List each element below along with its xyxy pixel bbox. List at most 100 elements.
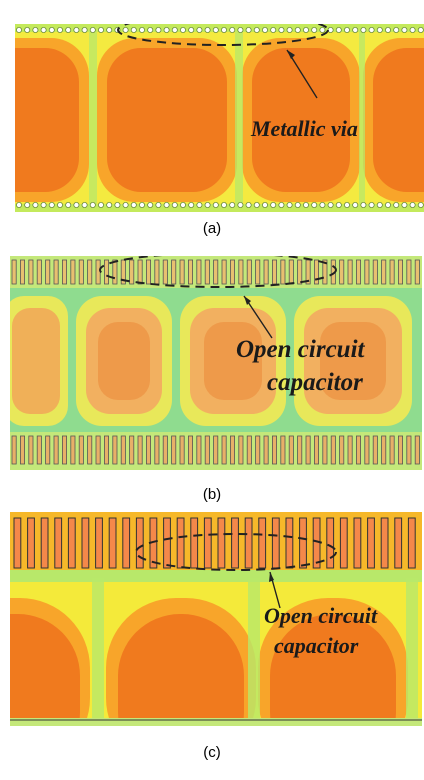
capacitor-finger bbox=[112, 259, 118, 285]
metallic-via bbox=[409, 27, 416, 33]
capacitor-finger bbox=[162, 259, 168, 285]
metallic-via bbox=[319, 27, 326, 33]
metallic-via bbox=[245, 27, 252, 33]
capacitor-finger bbox=[81, 517, 90, 569]
metallic-via bbox=[89, 201, 96, 208]
capacitor-finger bbox=[40, 517, 49, 569]
metallic-via bbox=[48, 27, 55, 33]
capacitor-finger bbox=[213, 259, 219, 285]
capacitor-finger bbox=[221, 435, 227, 465]
capacitor-finger bbox=[372, 435, 378, 465]
metallic-via bbox=[24, 27, 31, 33]
metallic-via bbox=[360, 27, 367, 33]
capacitor-finger bbox=[204, 259, 210, 285]
caption-a: (a) bbox=[202, 220, 222, 237]
metallic-via bbox=[327, 201, 334, 208]
capacitor-finger bbox=[87, 259, 93, 285]
metallic-via bbox=[401, 27, 408, 33]
metallic-via bbox=[98, 27, 105, 33]
metallic-via bbox=[73, 201, 80, 208]
metallic-via bbox=[384, 201, 391, 208]
capacitor-finger bbox=[263, 435, 269, 465]
metallic-via bbox=[220, 27, 227, 33]
metallic-via bbox=[65, 201, 72, 208]
metallic-via bbox=[32, 27, 39, 33]
metallic-via bbox=[81, 201, 88, 208]
metallic-via bbox=[237, 201, 244, 208]
capacitor-finger bbox=[87, 435, 93, 465]
metallic-via bbox=[171, 201, 178, 208]
annotation-label-c-line2: capacitor bbox=[274, 633, 359, 658]
metallic-via bbox=[196, 201, 203, 208]
capacitor-finger bbox=[313, 259, 319, 285]
capacitor-finger bbox=[339, 435, 345, 465]
capacitor-finger bbox=[129, 259, 135, 285]
highlight-ellipse-c bbox=[135, 533, 337, 571]
capacitor-finger bbox=[229, 259, 235, 285]
capacitor-finger bbox=[364, 435, 370, 465]
capacitor-finger bbox=[285, 517, 294, 569]
metallic-via bbox=[155, 201, 162, 208]
capacitor-finger bbox=[129, 435, 135, 465]
metallic-via bbox=[179, 27, 186, 33]
metallic-via bbox=[261, 201, 268, 208]
capacitor-finger bbox=[176, 517, 185, 569]
metallic-via bbox=[294, 27, 301, 33]
metallic-via bbox=[384, 27, 391, 33]
metallic-via bbox=[57, 27, 64, 33]
capacitor-finger bbox=[145, 259, 151, 285]
metallic-via bbox=[40, 201, 47, 208]
via-row-top bbox=[16, 27, 424, 33]
highlight-ellipse-a bbox=[117, 24, 329, 46]
metallic-via bbox=[171, 27, 178, 33]
capacitor-finger bbox=[120, 259, 126, 285]
metallic-via bbox=[16, 27, 22, 33]
capacitor-finger bbox=[11, 259, 17, 285]
metallic-via bbox=[229, 27, 236, 33]
capacitor-finger bbox=[36, 259, 42, 285]
capacitor-finger bbox=[255, 435, 261, 465]
annotation-label-b-line2: capacitor bbox=[267, 369, 363, 396]
capacitor-finger bbox=[95, 435, 101, 465]
capacitor-finger bbox=[313, 435, 319, 465]
metallic-via bbox=[352, 27, 359, 33]
metallic-via bbox=[48, 201, 55, 208]
capacitor-finger bbox=[45, 435, 51, 465]
metallic-via bbox=[335, 27, 342, 33]
capacitor-finger bbox=[406, 435, 412, 465]
metallic-via bbox=[270, 27, 277, 33]
capacitor-finger bbox=[112, 435, 118, 465]
capacitor-finger bbox=[347, 435, 353, 465]
capacitor-finger bbox=[271, 435, 277, 465]
metallic-via bbox=[122, 27, 129, 33]
metallic-via bbox=[393, 201, 400, 208]
field-cells-a bbox=[15, 38, 424, 202]
metallic-via bbox=[89, 27, 96, 33]
capacitor-finger bbox=[288, 435, 294, 465]
annotation-label-b-line1: Open circuit bbox=[236, 336, 366, 363]
capacitor-finger bbox=[28, 259, 34, 285]
capacitor-finger bbox=[36, 435, 42, 465]
capacitor-finger bbox=[95, 517, 103, 569]
metallic-via bbox=[343, 201, 350, 208]
capacitor-finger bbox=[322, 259, 328, 285]
metallic-via bbox=[40, 27, 47, 33]
metallic-via bbox=[114, 201, 121, 208]
capacitor-finger bbox=[120, 435, 126, 465]
capacitor-finger bbox=[67, 517, 76, 569]
via-row-bottom bbox=[16, 201, 424, 208]
capacitor-finger bbox=[187, 435, 193, 465]
metallic-via bbox=[278, 27, 285, 33]
capacitor-finger bbox=[246, 435, 252, 465]
caption-b: (b) bbox=[202, 486, 222, 503]
metallic-via bbox=[196, 27, 203, 33]
metallic-via bbox=[253, 27, 260, 33]
metallic-via bbox=[245, 201, 252, 208]
capacitor-finger bbox=[246, 259, 252, 285]
metallic-via bbox=[163, 201, 170, 208]
panel-a-field-plot: Metallic via bbox=[15, 24, 424, 212]
capacitor-finger bbox=[190, 517, 199, 569]
capacitor-finger bbox=[339, 259, 345, 285]
capacitor-finger bbox=[231, 517, 239, 569]
metallic-via bbox=[57, 201, 64, 208]
